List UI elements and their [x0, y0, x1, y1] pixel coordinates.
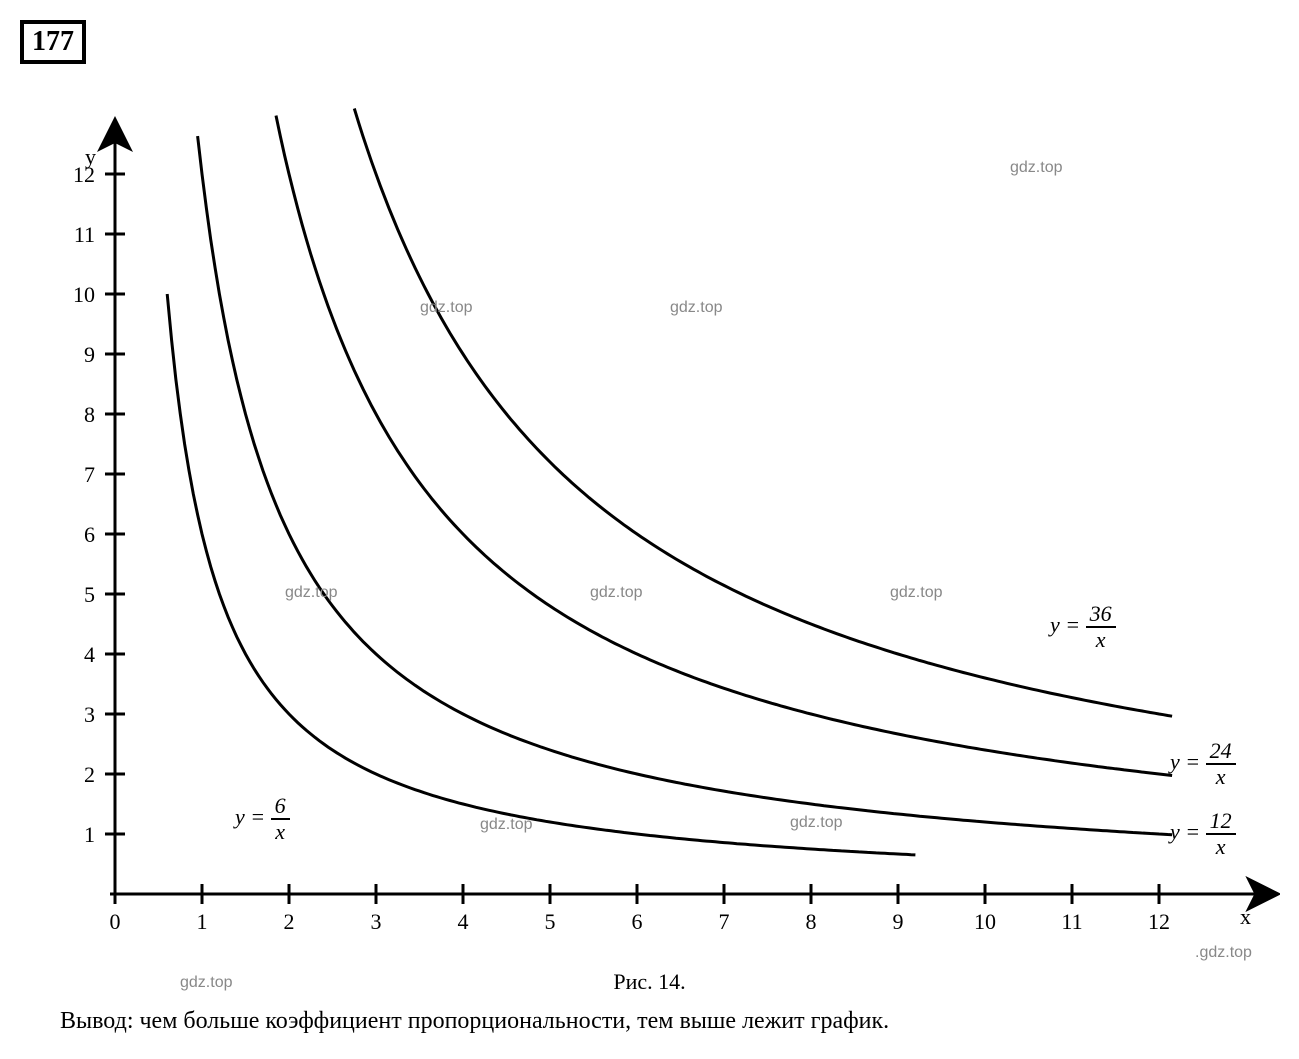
svg-text:3: 3 — [371, 909, 382, 934]
curve-numerator: 12 — [1206, 809, 1236, 835]
curve-denominator: x — [271, 820, 290, 844]
svg-text:4: 4 — [84, 642, 95, 667]
svg-text:1: 1 — [197, 909, 208, 934]
svg-text:0: 0 — [110, 909, 121, 934]
curve-denominator: x — [1206, 835, 1236, 859]
curve-label: y = 6x — [235, 794, 290, 844]
svg-text:6: 6 — [632, 909, 643, 934]
svg-text:6: 6 — [84, 522, 95, 547]
svg-text:9: 9 — [84, 342, 95, 367]
svg-text:10: 10 — [974, 909, 996, 934]
svg-text:8: 8 — [806, 909, 817, 934]
curve-numerator: 6 — [271, 794, 290, 820]
svg-text:5: 5 — [545, 909, 556, 934]
svg-text:3: 3 — [84, 702, 95, 727]
chart-svg: 1234567891011120123456789101112 — [20, 74, 1280, 964]
curve-denominator: x — [1086, 628, 1116, 652]
curve-numerator: 24 — [1206, 739, 1236, 765]
svg-text:2: 2 — [84, 762, 95, 787]
x-axis-label: x — [1240, 904, 1251, 930]
chart-container: 1234567891011120123456789101112 y x y = … — [20, 74, 1280, 964]
curve-eq-lhs: y — [1170, 819, 1180, 844]
svg-text:8: 8 — [84, 402, 95, 427]
svg-text:12: 12 — [1148, 909, 1170, 934]
curve-denominator: x — [1206, 765, 1236, 789]
svg-text:7: 7 — [719, 909, 730, 934]
svg-text:1: 1 — [84, 822, 95, 847]
curve-eq-lhs: y — [235, 804, 245, 829]
curve-label: y = 12x — [1170, 809, 1236, 859]
conclusion-text: Вывод: чем больше коэффициент пропорцион… — [20, 1005, 1279, 1039]
svg-text:10: 10 — [73, 282, 95, 307]
curve-label: y = 24x — [1170, 739, 1236, 789]
y-axis-label: y — [85, 144, 96, 170]
svg-text:7: 7 — [84, 462, 95, 487]
curve-eq-lhs: y — [1170, 749, 1180, 774]
svg-text:11: 11 — [1061, 909, 1082, 934]
svg-text:11: 11 — [74, 222, 95, 247]
curve-numerator: 36 — [1086, 602, 1116, 628]
problem-number: 177 — [20, 20, 86, 64]
svg-text:5: 5 — [84, 582, 95, 607]
figure-caption: Рис. 14. — [20, 969, 1279, 995]
svg-text:9: 9 — [893, 909, 904, 934]
curve-label: y = 36x — [1050, 602, 1116, 652]
svg-text:4: 4 — [458, 909, 469, 934]
svg-text:2: 2 — [284, 909, 295, 934]
curve-eq-lhs: y — [1050, 612, 1060, 637]
